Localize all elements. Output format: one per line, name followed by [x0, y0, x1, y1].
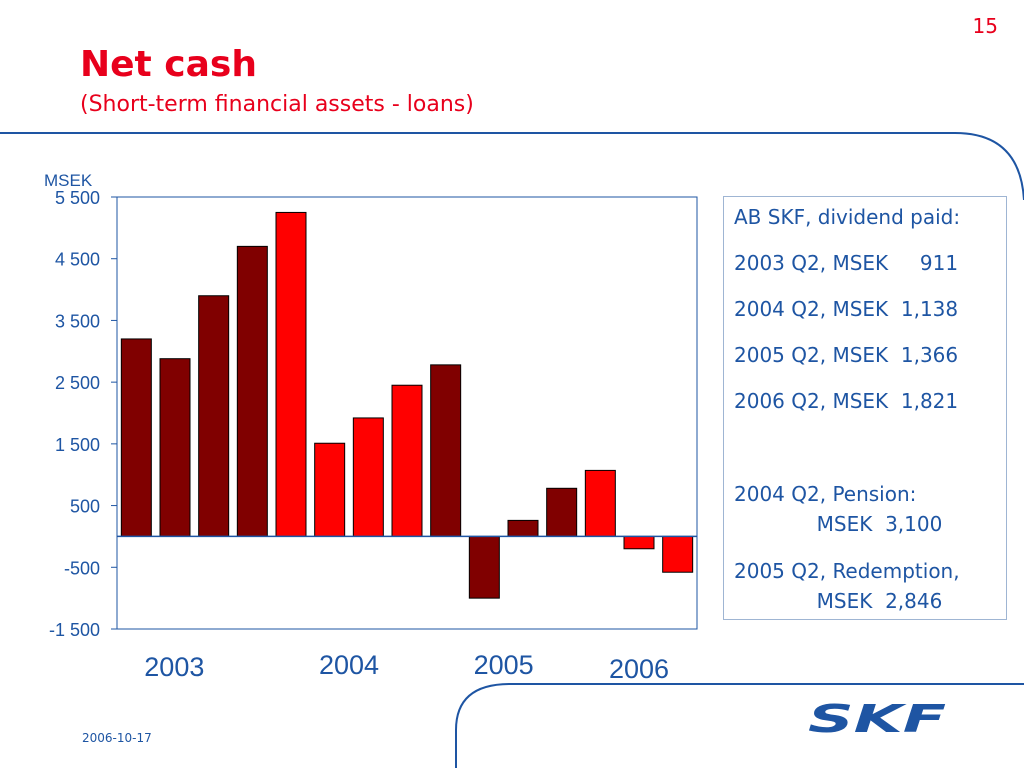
y-tick-label: -500 [64, 558, 100, 578]
bar [120, 338, 152, 537]
bar [275, 211, 307, 537]
y-tick-label: 1 500 [55, 435, 100, 455]
side-line-dividend-2006: 2006 Q2, MSEK 1,821 [734, 389, 959, 413]
skf-logo: SKF [806, 701, 948, 737]
footer-date: 2006-10-17 [82, 731, 152, 745]
bar [391, 384, 423, 537]
page-title: Net cash [80, 44, 257, 85]
bar [198, 295, 230, 537]
bars [120, 211, 694, 599]
bar [507, 519, 539, 537]
bar [584, 469, 616, 537]
year-label: 2003 [144, 652, 204, 682]
year-label: 2006 [609, 654, 669, 684]
side-line-heading: AB SKF, dividend paid: [734, 205, 961, 229]
side-line-dividend-2005: 2005 Q2, MSEK 1,366 [734, 343, 959, 367]
y-ticks: 5 500 4 500 3 500 2 500 1 500 500 -500 -1 500 [49, 188, 117, 640]
y-tick-label: 5 500 [55, 188, 100, 208]
y-tick-label: 500 [70, 497, 100, 517]
y-tick-label: 3 500 [55, 311, 100, 331]
bar [430, 364, 462, 537]
bar [314, 442, 346, 537]
year-label: 2004 [319, 650, 379, 680]
y-tick-label: 2 500 [55, 373, 100, 393]
side-line-pension-amount: MSEK 3,100 [734, 512, 943, 536]
side-line-pension: 2004 Q2, Pension: [734, 482, 917, 506]
y-axis-label: MSEK [44, 171, 93, 190]
y-tick-label: 4 500 [55, 250, 100, 270]
bar [662, 535, 694, 573]
footer-curve [455, 683, 1024, 768]
page-number: 15 [972, 14, 998, 38]
svg-text:SKF: SKF [808, 701, 946, 737]
bar [546, 487, 578, 537]
side-line-redemption: 2005 Q2, Redemption, [734, 559, 960, 583]
bar [352, 417, 384, 537]
bar [468, 535, 500, 599]
y-tick-label: -1 500 [49, 620, 100, 640]
side-line-dividend-2004: 2004 Q2, MSEK 1,138 [734, 297, 959, 321]
year-label: 2005 [474, 650, 534, 680]
side-line-redemption-amount: MSEK 2,846 [734, 589, 943, 613]
side-line-dividend-2003: 2003 Q2, MSEK 911 [734, 251, 959, 275]
bar [159, 358, 191, 537]
dividend-info-box: AB SKF, dividend paid: 2003 Q2, MSEK 911… [723, 196, 1007, 620]
plot-area [116, 196, 698, 630]
bar [236, 245, 268, 537]
year-labels: 2003 2004 2005 2006 [144, 650, 669, 684]
bar [623, 535, 655, 550]
header-curve [0, 132, 1024, 201]
page-subtitle: (Short-term financial assets - loans) [80, 92, 474, 117]
